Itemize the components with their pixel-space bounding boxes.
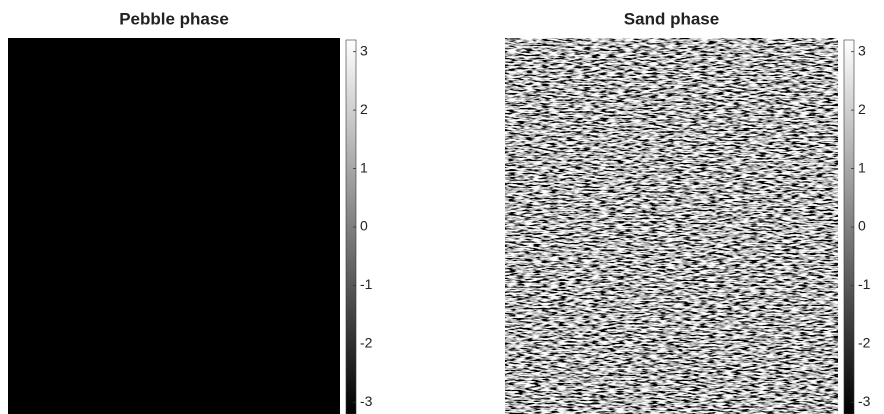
colorbar-tick-label: -2: [360, 335, 373, 351]
colorbar-tick-label: 2: [360, 101, 368, 117]
chart-title: Sand phase: [624, 9, 719, 28]
chart-title: Pebble phase: [119, 9, 229, 28]
colorbar-tick-label: 3: [360, 42, 368, 58]
colorbar-tick-label: 2: [858, 101, 866, 117]
colorbar-tick-label: -3: [858, 393, 871, 409]
colorbar-tick-label: 1: [858, 159, 866, 175]
heatmap-image: [505, 38, 838, 414]
colorbar-tick-label: 1: [360, 159, 368, 175]
colorbar-tick-label: -1: [360, 276, 373, 292]
colorbar-tick-label: 0: [360, 218, 368, 234]
colorbar-tick-label: -1: [858, 276, 871, 292]
heatmap-image: [8, 38, 340, 414]
colorbar-tick-label: 3: [858, 42, 866, 58]
colorbar-tick-label: -2: [858, 335, 871, 351]
colorbar-tick-label: -3: [360, 393, 373, 409]
colorbar-tick-label: 0: [858, 218, 866, 234]
